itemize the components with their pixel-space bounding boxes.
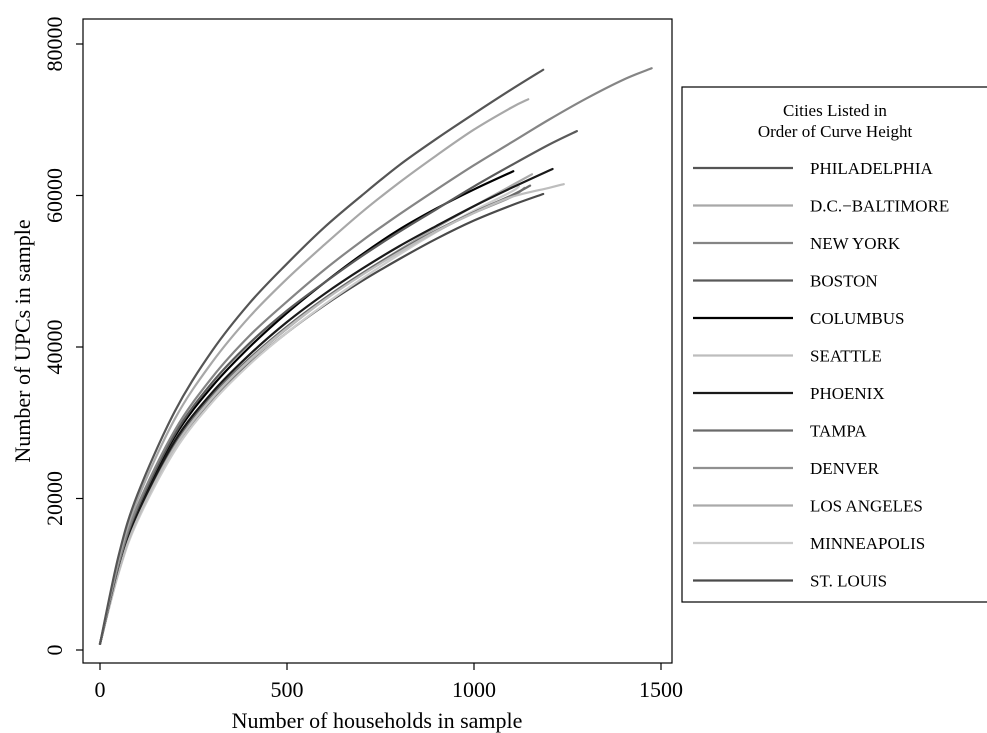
legend-label-boston: BOSTON xyxy=(810,272,878,291)
y-tick-label: 40000 xyxy=(42,320,67,375)
series-line-phoenix xyxy=(98,167,554,646)
y-axis-label: Number of UPCs in sample xyxy=(10,219,35,462)
legend-label-columbus: COLUMBUS xyxy=(810,309,904,328)
legend-label-new-york: NEW YORK xyxy=(810,234,901,253)
series-line-d-c-baltimore xyxy=(98,98,530,646)
y-tick-label: 80000 xyxy=(42,17,67,72)
legend-label-philadelphia: PHILADELPHIA xyxy=(810,159,933,178)
legend-label-tampa: TAMPA xyxy=(810,422,867,441)
y-tick-label: 60000 xyxy=(42,168,67,223)
series-line-los-angeles xyxy=(98,173,534,646)
legend-label-seattle: SEATTLE xyxy=(810,347,882,366)
legend-label-los-angeles: LOS ANGELES xyxy=(810,497,923,516)
legend-label-phoenix: PHOENIX xyxy=(810,384,885,403)
series-line-philadelphia xyxy=(98,68,545,646)
legend-box xyxy=(681,86,987,603)
legend-title-line-1: Cities Listed in xyxy=(783,101,887,120)
y-tick-label: 0 xyxy=(42,645,67,656)
series-line-new-york xyxy=(98,67,653,646)
x-axis: 0 500 1000 1500 xyxy=(95,663,683,702)
series-line-st-louis xyxy=(98,192,545,646)
series-line-columbus xyxy=(98,170,515,646)
y-axis: 0 20000 40000 60000 80000 xyxy=(42,17,83,656)
series-layer xyxy=(98,67,653,646)
y-tick-label: 20000 xyxy=(42,471,67,526)
series-line-boston xyxy=(98,130,578,646)
legend-label-d-c-baltimore: D.C.−BALTIMORE xyxy=(810,197,949,216)
x-tick-label: 0 xyxy=(95,677,106,702)
plot-frame xyxy=(82,18,673,664)
legend-label-st-louis: ST. LOUIS xyxy=(810,572,887,591)
x-tick-label: 500 xyxy=(271,677,304,702)
x-axis-label: Number of households in sample xyxy=(232,708,523,733)
x-tick-label: 1500 xyxy=(639,677,683,702)
legend-label-denver: DENVER xyxy=(810,459,880,478)
legend: Cities Listed in Order of Curve Height P… xyxy=(681,86,987,603)
legend-title-line-2: Order of Curve Height xyxy=(758,122,913,141)
series-line-seattle xyxy=(98,183,565,646)
series-line-minneapolis xyxy=(98,185,520,646)
x-tick-label: 1000 xyxy=(452,677,496,702)
legend-label-minneapolis: MINNEAPOLIS xyxy=(810,534,925,553)
legend-entries: PHILADELPHIA D.C.−BALTIMORE NEW YORK BOSTON… xyxy=(693,159,949,591)
